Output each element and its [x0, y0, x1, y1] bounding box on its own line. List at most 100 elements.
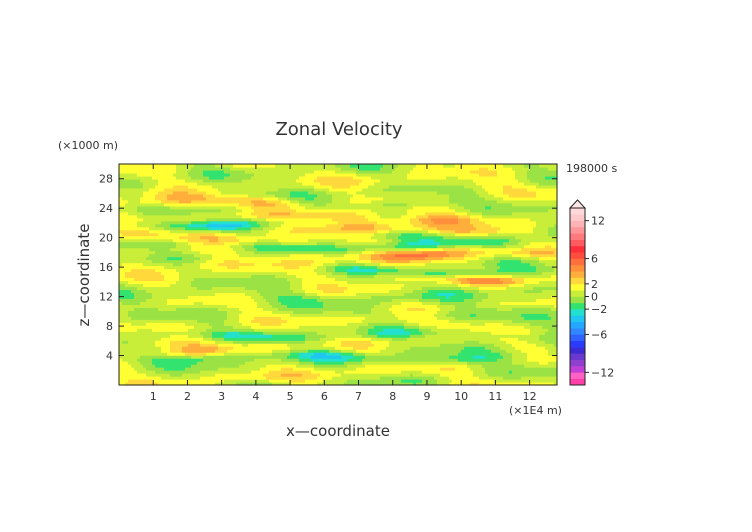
heatmap-cell	[137, 175, 141, 180]
heatmap-cell	[158, 265, 162, 270]
heatmap-cell	[128, 334, 132, 338]
heatmap-cell	[203, 250, 207, 255]
heatmap-cell	[176, 253, 180, 258]
heatmap-cell	[164, 364, 168, 368]
heatmap-cell	[155, 295, 159, 299]
heatmap-cell	[170, 289, 174, 294]
heatmap-cell	[158, 292, 162, 297]
heatmap-cell	[185, 241, 189, 246]
heatmap-cell	[119, 367, 123, 371]
heatmap-cell	[131, 166, 135, 171]
heatmap-cell	[197, 298, 201, 302]
heatmap-cell	[176, 319, 180, 323]
heatmap-cell	[200, 307, 204, 311]
heatmap-cell	[137, 352, 141, 356]
heatmap-cell	[179, 175, 183, 180]
heatmap-cell	[179, 271, 183, 276]
heatmap-cell	[176, 164, 180, 168]
heatmap-cell	[182, 217, 186, 222]
heatmap-cell	[179, 205, 183, 210]
heatmap-cell	[143, 253, 147, 258]
heatmap-cell	[128, 343, 132, 347]
heatmap-cell	[182, 376, 186, 380]
heatmap-cell	[182, 250, 186, 255]
heatmap-cell	[164, 232, 168, 237]
heatmap-cell	[179, 274, 183, 279]
heatmap-cell	[191, 256, 195, 261]
heatmap-cell	[176, 328, 180, 332]
heatmap-cell	[176, 205, 180, 210]
heatmap-cell	[146, 268, 150, 273]
heatmap-cell	[173, 307, 177, 311]
heatmap-cell	[179, 178, 183, 183]
heatmap-cell	[140, 301, 144, 305]
heatmap-cell	[131, 199, 135, 204]
heatmap-cell	[203, 223, 207, 228]
heatmap-cell	[179, 193, 183, 198]
heatmap-cell	[170, 250, 174, 255]
heatmap-cell	[161, 244, 165, 249]
heatmap-cell	[143, 205, 147, 210]
heatmap-cell	[185, 181, 189, 186]
heatmap-cell	[143, 268, 147, 273]
heatmap-cell	[191, 178, 195, 183]
heatmap-cell	[209, 250, 213, 255]
heatmap-cell	[131, 328, 135, 332]
heatmap-cell	[137, 313, 141, 317]
heatmap-cell	[137, 337, 141, 341]
heatmap-cell	[185, 283, 189, 288]
heatmap-cell	[134, 292, 138, 297]
heatmap-cell	[170, 205, 174, 210]
heatmap-cell	[125, 370, 129, 374]
heatmap-cell	[131, 211, 135, 216]
heatmap-cell	[188, 253, 192, 258]
heatmap-cell	[203, 307, 207, 311]
heatmap-cell	[215, 277, 219, 282]
heatmap-cell	[128, 205, 132, 210]
heatmap-cell	[131, 343, 135, 347]
heatmap-cell	[176, 166, 180, 171]
heatmap-cell	[164, 181, 168, 186]
heatmap-cell	[212, 322, 216, 326]
heatmap-cell	[155, 178, 159, 183]
heatmap-cell	[185, 319, 189, 323]
heatmap-cell	[212, 337, 216, 341]
heatmap-cell	[209, 178, 213, 183]
heatmap-cell	[197, 376, 201, 380]
heatmap-cell	[170, 196, 174, 201]
heatmap-cell	[131, 340, 135, 344]
heatmap-cell	[167, 373, 171, 377]
heatmap-cell	[128, 229, 132, 234]
heatmap-cell	[137, 349, 141, 353]
heatmap-cell	[215, 283, 219, 288]
heatmap-cell	[158, 352, 162, 356]
heatmap-cell	[143, 313, 147, 317]
heatmap-cell	[128, 214, 132, 219]
heatmap-cell	[200, 220, 204, 225]
heatmap-cell	[179, 352, 183, 356]
heatmap-cell	[203, 169, 207, 174]
heatmap-cell	[155, 340, 159, 344]
heatmap-cell	[179, 301, 183, 305]
heatmap-cell	[164, 169, 168, 174]
heatmap-cell	[152, 349, 156, 353]
heatmap-cell	[134, 229, 138, 234]
heatmap-cell	[185, 235, 189, 240]
heatmap-cell	[188, 367, 192, 371]
heatmap-cell	[173, 223, 177, 228]
heatmap-cell	[152, 220, 156, 225]
heatmap-cell	[206, 271, 210, 276]
heatmap-cell	[194, 370, 198, 374]
heatmap-cell	[173, 250, 177, 255]
heatmap-cell	[128, 310, 132, 314]
heatmap-cell	[161, 331, 165, 335]
heatmap-cell	[155, 166, 159, 171]
heatmap-cell	[215, 328, 219, 332]
heatmap-cell	[200, 190, 204, 195]
heatmap-cell	[158, 319, 162, 323]
heatmap-cell	[155, 247, 159, 252]
heatmap-cell	[146, 337, 150, 341]
heatmap-cell	[167, 283, 171, 288]
heatmap-cell	[158, 283, 162, 288]
heatmap-cell	[143, 232, 147, 237]
